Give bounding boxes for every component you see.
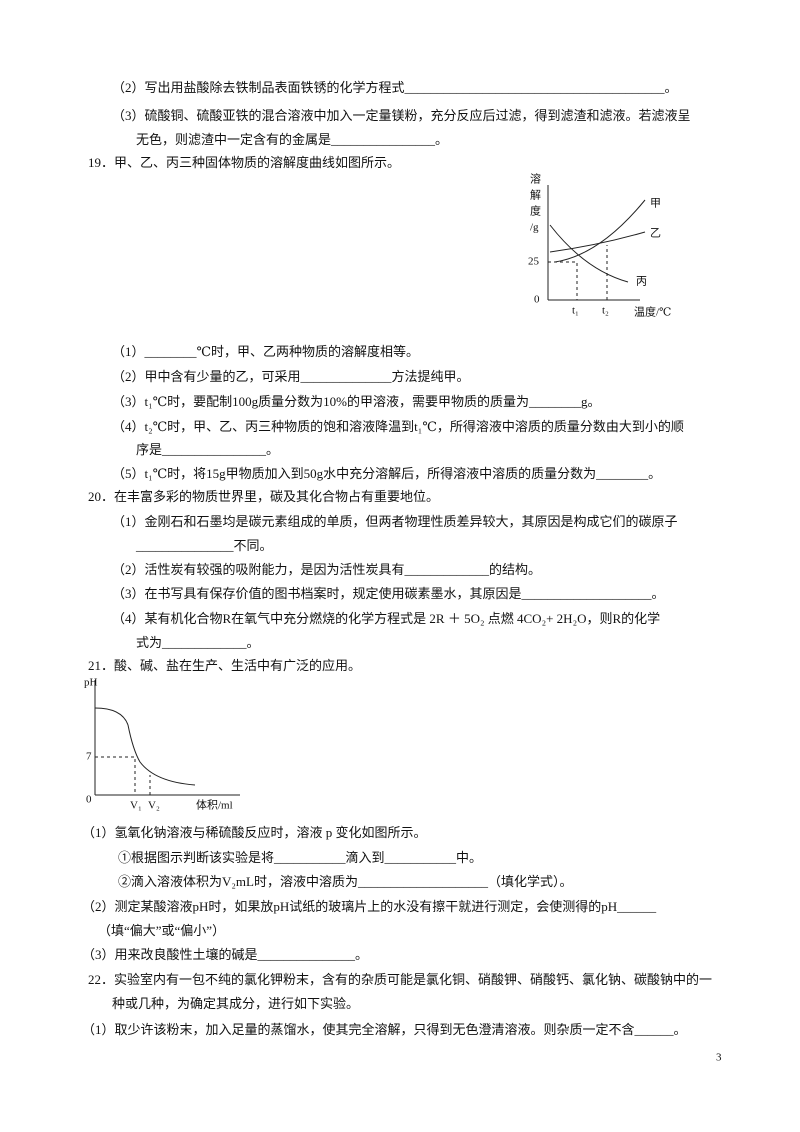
curve-label: 丙: [636, 276, 647, 288]
x-label: 体积/ml: [196, 798, 233, 812]
origin: 0: [86, 794, 92, 806]
y-label: 度: [530, 204, 541, 218]
y-label: /g: [530, 222, 539, 234]
text-line: ①根据图示判断该实验是将___________滴入到___________中。: [118, 850, 483, 865]
text-line: （4）t₂℃时，甲、乙、丙三种物质的饱和溶液降温到t₁℃，所得溶液中溶质的质量分…: [112, 419, 684, 434]
y-tick: 7: [86, 751, 92, 763]
text-line: （4）某有机化合物R在氧气中充分燃烧的化学方程式是 2R ＋ 5O₂ 点燃 4C…: [112, 611, 661, 626]
text-line: （填“偏大”或“偏小”）: [98, 923, 226, 938]
y-tick: 25: [528, 256, 540, 268]
text-line: 无色，则滤渣中一定含有的金属是________________。: [136, 132, 449, 147]
text-line: 20．在丰富多彩的物质世界里，碳及其化合物占有重要地位。: [88, 489, 440, 504]
text-line: 19．甲、乙、丙三种固体物质的溶解度曲线如图所示。: [88, 155, 401, 170]
curve-label: 甲: [650, 198, 661, 210]
text-line: （1）氢氧化钠溶液与稀硫酸反应时，溶液 p 变化如图所示。: [82, 825, 427, 840]
x-tick: V₂: [148, 800, 160, 812]
text-line: （2）活性炭有较强的吸附能力，是因为活性炭具有_____________的结构。: [112, 562, 542, 577]
text-line: 种或几种，为确定其成分，进行如下实验。: [112, 996, 360, 1011]
text-line: 21．酸、碱、盐在生产、生活中有广泛的应用。: [88, 658, 362, 673]
x-tick: t₂: [602, 305, 609, 317]
text-line: （1）________℃时，甲、乙两种物质的溶解度相等。: [112, 344, 420, 359]
text-line: （2）写出用盐酸除去铁制品表面铁锈的化学方程式_________________…: [112, 80, 678, 95]
text-line: （3）t₁℃时，要配制100g质量分数为10%的甲溶液，需要甲物质的质量为___…: [112, 394, 601, 409]
x-tick: t₁: [572, 305, 579, 317]
text-line: 序是________________。: [136, 442, 280, 457]
curve-label: 乙: [650, 227, 661, 240]
ph-figure: [94, 680, 240, 796]
y-label: 溶: [530, 172, 541, 186]
text-line: ②滴入溶液体积为V₂mL时，溶液中溶质为____________________…: [118, 874, 573, 889]
text-line: （2）甲中含有少量的乙，可采用______________方法提纯甲。: [112, 369, 470, 384]
text-line: （2）测定某酸溶液pH时，如果放pH试纸的玻璃片上的水没有擦干就进行测定，会使测…: [82, 899, 657, 914]
curve-yi: [549, 231, 646, 253]
origin: 0: [534, 294, 540, 306]
text-line: （1）金刚石和石墨均是碳元素组成的单质，但两者物理性质差异较大，其原因是构成它们…: [112, 514, 678, 529]
dashed-guides: [548, 245, 608, 300]
text-line: （3）用来改良酸性土壤的碱是_______________。: [82, 947, 369, 962]
text-line: （3）硫酸铜、硫酸亚铁的混合溶液中加入一定量镁粉，充分反应后过滤，得到滤渣和滤液…: [112, 108, 691, 123]
text-line: 式为_____________。: [136, 635, 260, 650]
curve-bing: [549, 224, 629, 283]
dashed-guides: [95, 756, 151, 795]
x-label: 温度/℃: [634, 305, 671, 319]
page-number: 3: [716, 1052, 722, 1064]
text-line: （1）取少许该粉末，加入足量的蒸馏水，使其完全溶解，只得到无色澄清溶液。则杂质一…: [82, 1022, 687, 1037]
text-line: （5）t₁℃时，将15g甲物质加入到50g水中充分溶解后，所得溶液中溶质的质量分…: [112, 466, 662, 481]
y-label: 解: [530, 188, 541, 202]
solubility-figure: [547, 185, 646, 301]
text-line: （3）在书写具有保存价值的图书档案时，规定使用碳素墨水，其原因是________…: [112, 586, 665, 601]
curve-jia: [554, 199, 646, 263]
text-line: 22．实验室内有一包不纯的氯化钾粉末，含有的杂质可能是氯化铜、硝酸钾、硝酸钙、氯…: [88, 972, 713, 987]
text-line: _______________不同。: [136, 538, 273, 553]
ph-curve: [94, 707, 196, 786]
x-tick: V₁: [130, 800, 142, 812]
y-label: pH: [84, 677, 98, 689]
